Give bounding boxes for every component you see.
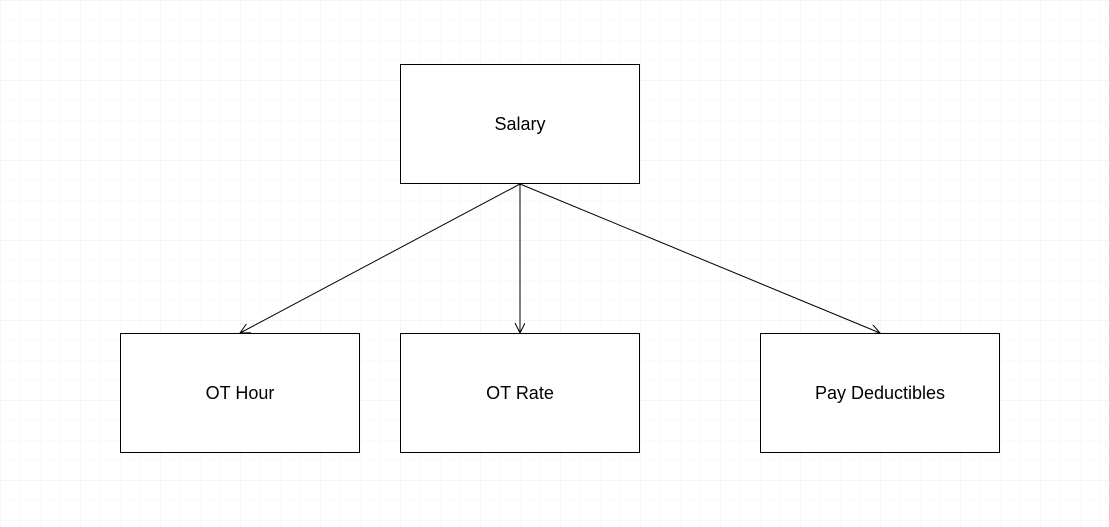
node-ot-hour[interactable]: OT Hour	[120, 333, 360, 453]
node-label: Salary	[494, 114, 545, 135]
node-salary[interactable]: Salary	[400, 64, 640, 184]
node-ot-rate[interactable]: OT Rate	[400, 333, 640, 453]
diagram-canvas: Salary OT Hour OT Rate Pay Deductibles	[0, 0, 1109, 527]
node-pay-deductibles[interactable]: Pay Deductibles	[760, 333, 1000, 453]
node-label: OT Hour	[206, 383, 275, 404]
node-label: Pay Deductibles	[815, 383, 945, 404]
node-label: OT Rate	[486, 383, 554, 404]
